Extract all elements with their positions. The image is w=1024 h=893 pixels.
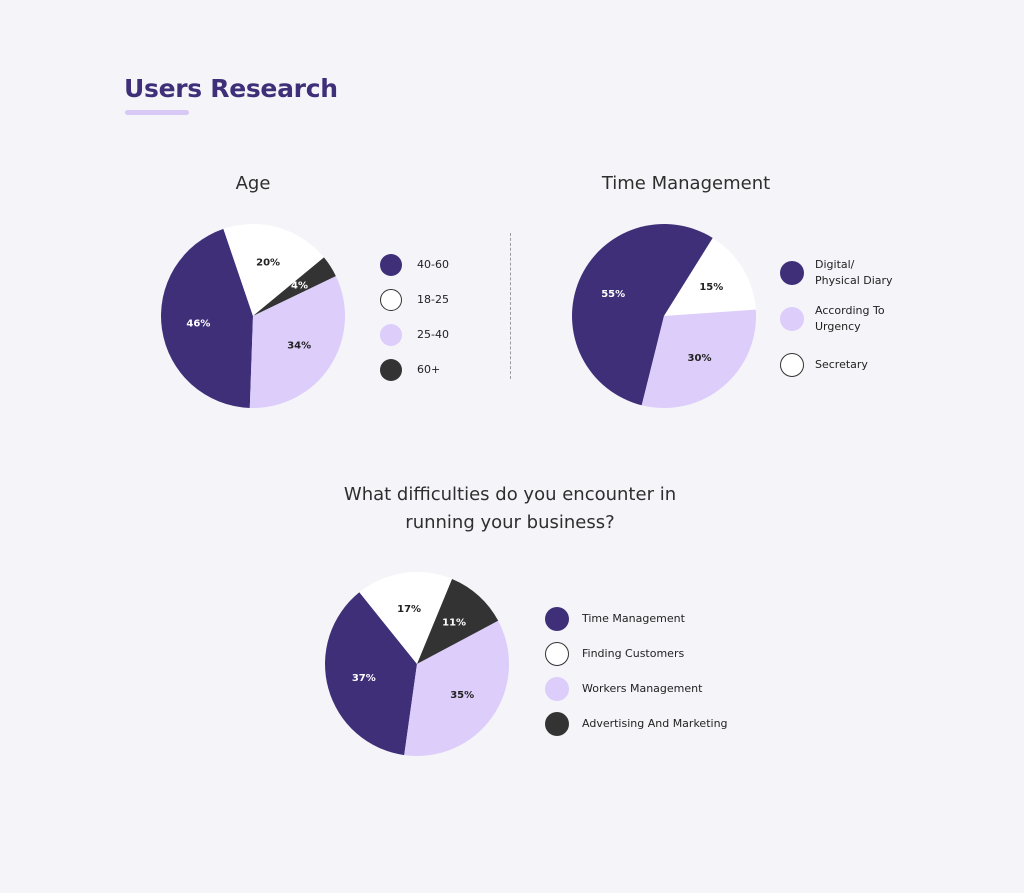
- legend-swatch: [780, 307, 804, 331]
- legend-label: 25-40: [417, 327, 449, 341]
- legend-swatch: [780, 261, 804, 285]
- pie-slice-according-to-urgency: [641, 309, 757, 409]
- difficulties-title-line-1: What difficulties do you encounter in: [343, 484, 677, 505]
- legend-item-according-to-urgency: According To Urgency: [780, 296, 893, 342]
- pie-slice-workers-management: [404, 620, 509, 756]
- section-divider: [510, 233, 511, 379]
- legend-label: Advertising And Marketing: [582, 716, 728, 730]
- legend-item-time-management: Time Management: [545, 601, 728, 636]
- pie-slice-label-advertising-and-marketing: 11%: [442, 618, 466, 629]
- legend-item-workers-management: Workers Management: [545, 671, 728, 706]
- legend-label: Finding Customers: [582, 646, 685, 660]
- legend-label: According To Urgency: [815, 304, 885, 333]
- legend-item-advertising-and-marketing: Advertising And Marketing: [545, 706, 728, 741]
- legend-item-25-40: 25-40: [380, 317, 449, 352]
- legend-item-18-25: 18-25: [380, 282, 449, 317]
- pie-slice-label-secretary: 15%: [699, 282, 723, 293]
- age-chart-title: Age: [235, 173, 271, 194]
- pie-slice-label-40-60: 46%: [186, 319, 210, 330]
- pie-slice-finding-customers: [359, 571, 453, 664]
- legend-item-60: 60+: [380, 352, 449, 387]
- pie-slice-label-digital-physical-diary: 55%: [601, 289, 625, 300]
- legend-swatch: [545, 606, 569, 631]
- legend-label: Workers Management: [582, 681, 703, 695]
- pie-slice-label-25-40: 34%: [287, 341, 311, 352]
- legend-label: Digital/ Physical Diary: [815, 258, 893, 287]
- pie-slice-40-60: [161, 228, 253, 408]
- legend-swatch: [380, 253, 402, 276]
- legend-item-40-60: 40-60: [380, 247, 449, 282]
- pie-slice-18-25: [223, 223, 324, 316]
- pie-slice-advertising-and-marketing: [417, 578, 499, 664]
- legend-swatch: [380, 323, 402, 346]
- pie-slice-label-according-to-urgency: 30%: [688, 353, 712, 364]
- difficulties-title-line-2: running your business?: [405, 512, 615, 533]
- legend-swatch: [780, 353, 804, 377]
- pie-slice-label-workers-management: 35%: [450, 690, 474, 701]
- legend-label: Time Management: [582, 611, 685, 625]
- pie-slice-digital-physical-diary: [572, 224, 713, 406]
- title-underline: [125, 110, 189, 115]
- age-legend: 40-60 18-25 25-40 60+: [380, 247, 449, 387]
- time-management-pie-chart: 55% 15% 30%: [572, 224, 757, 409]
- pie-slice-60: [253, 257, 336, 316]
- legend-swatch: [545, 641, 569, 666]
- legend-label: 18-25: [417, 292, 449, 306]
- legend-swatch: [545, 676, 569, 701]
- time-management-chart-title: Time Management: [601, 173, 771, 194]
- legend-item-digital-physical-diary: Digital/ Physical Diary: [780, 250, 893, 296]
- legend-label: Secretary: [815, 358, 868, 371]
- pie-slice-label-time-management: 37%: [352, 673, 376, 684]
- difficulties-pie-chart: 37% 17% 11% 35%: [325, 571, 509, 756]
- legend-swatch: [380, 358, 402, 381]
- pie-slice-time-management: [325, 592, 417, 756]
- pie-slice-label-finding-customers: 17%: [397, 604, 421, 615]
- difficulties-chart-title: What difficulties do you encounter in ru…: [300, 481, 720, 537]
- pie-slice-25-40: [249, 276, 345, 408]
- pie-slice-label-60: 4%: [291, 281, 308, 292]
- pie-slice-secretary: [664, 237, 756, 316]
- difficulties-legend: Time Management Finding Customers Workers …: [545, 601, 728, 741]
- time-management-legend: Digital/ Physical Diary According To Urge…: [780, 250, 893, 388]
- age-pie-chart: 46% 20% 4% 34%: [161, 223, 345, 408]
- legend-item-finding-customers: Finding Customers: [545, 636, 728, 671]
- legend-label: 40-60: [417, 257, 449, 271]
- legend-item-secretary: Secretary: [780, 342, 893, 388]
- pie-slice-label-18-25: 20%: [256, 257, 280, 268]
- legend-swatch: [545, 711, 569, 736]
- page-title: Users Research: [124, 74, 338, 103]
- legend-swatch: [380, 288, 402, 311]
- legend-label: 60+: [417, 362, 441, 376]
